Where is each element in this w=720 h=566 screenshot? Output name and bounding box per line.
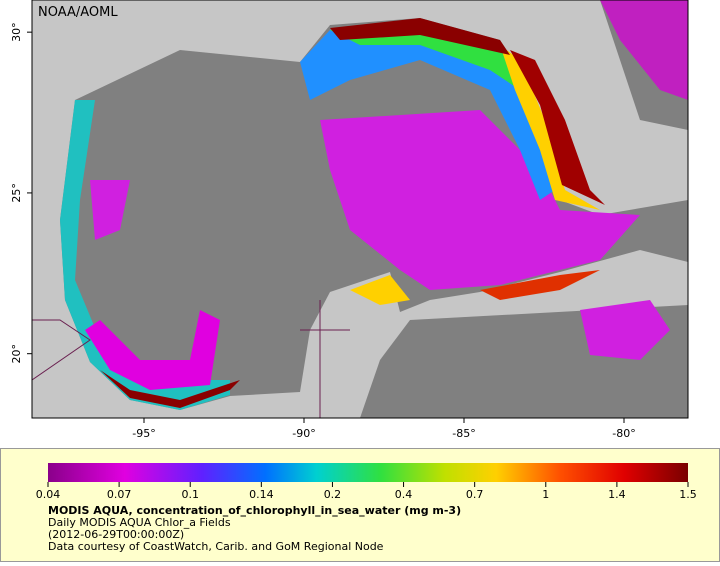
chlorophyll-patch — [480, 270, 600, 300]
colorbar-tick-label: 0.14 — [249, 488, 274, 501]
colorbar-tick-label: 1.4 — [608, 488, 626, 501]
legend-line: Daily MODIS AQUA Chlor_a Fields — [48, 516, 231, 529]
chlorophyll-patch — [510, 50, 605, 205]
y-tick-label: 20° — [10, 344, 23, 364]
colorbar-tick-label: 0.7 — [466, 488, 484, 501]
chlorophyll-patch — [600, 0, 688, 100]
legend-title: MODIS AQUA, concentration_of_chlorophyll… — [48, 504, 461, 517]
x-tick-label: -90° — [292, 427, 315, 440]
chlorophyll-patch — [100, 370, 240, 408]
colorbar-tick-label: 0.04 — [36, 488, 61, 501]
chlorophyll-patch — [85, 310, 220, 390]
colorbar — [48, 463, 688, 482]
chlorophyll-patch — [330, 18, 510, 55]
chlorophyll-patch — [500, 45, 600, 210]
y-tick-label: 25° — [10, 183, 23, 203]
map-frame — [31, 0, 689, 419]
x-tick-label: -80° — [612, 427, 635, 440]
colorbar-tick-label: 0.1 — [181, 488, 199, 501]
chlorophyll-patch — [60, 100, 230, 410]
border-line — [32, 319, 91, 381]
legend-line: (2012-06-29T00:00:00Z) — [48, 528, 184, 541]
colorbar-tick-label: 0.2 — [324, 488, 342, 501]
chlorophyll-patch — [320, 110, 640, 290]
colorbar-tick-label: 1.5 — [679, 488, 697, 501]
legend-line: Data courtesy of CoastWatch, Carib. and … — [48, 540, 384, 553]
colorbar-tick-label: 1 — [542, 488, 549, 501]
y-tick-label: 30° — [10, 22, 23, 42]
colorbar-tick-label: 0.4 — [395, 488, 413, 501]
credit: NOAA/AOML — [38, 5, 118, 20]
border-line — [300, 300, 350, 418]
x-tick-label: -85° — [452, 427, 475, 440]
chlorophyll-patch — [350, 275, 410, 305]
colorbar-tick-label: 0.07 — [107, 488, 132, 501]
x-tick-label: -95° — [132, 427, 155, 440]
chlorophyll-patch — [580, 300, 670, 360]
chlorophyll-patch — [90, 180, 130, 240]
map — [32, 0, 688, 418]
